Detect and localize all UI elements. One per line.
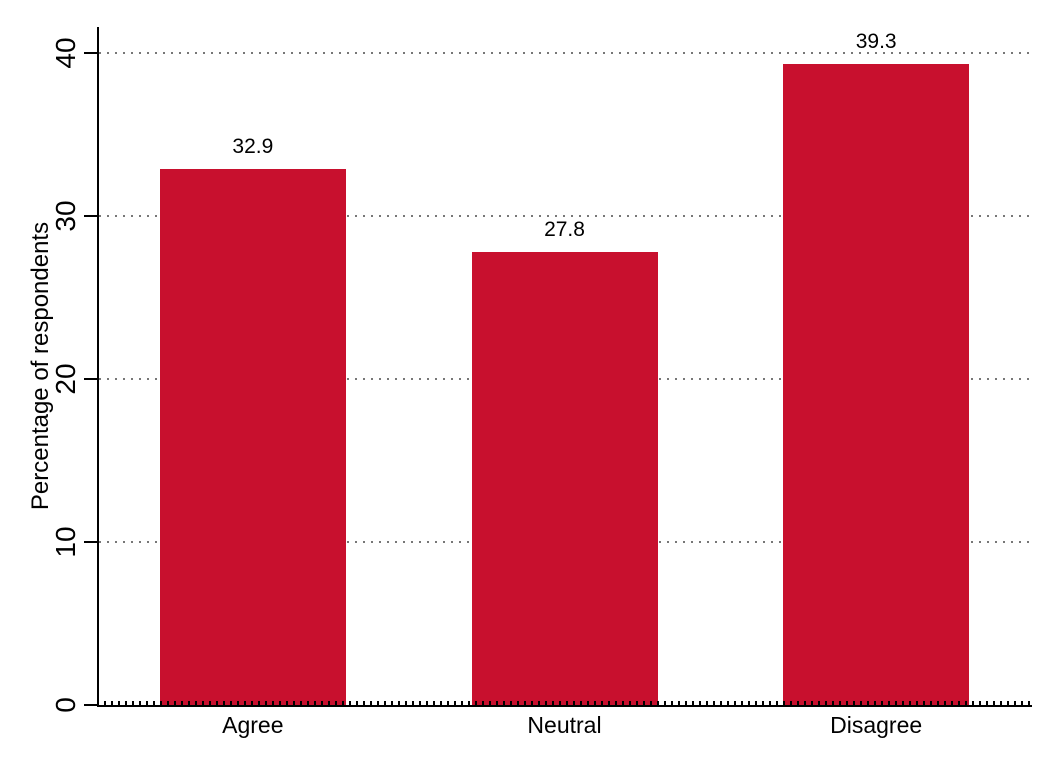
- y-axis-line: [97, 27, 99, 707]
- y-axis-tick: [84, 541, 97, 543]
- y-axis-tick: [84, 704, 97, 706]
- x-axis-minor-ticks: [97, 701, 1032, 705]
- bar-value-label: 39.3: [855, 30, 897, 54]
- y-tick-label: 20: [50, 363, 81, 395]
- y-tick-label: 0: [50, 697, 81, 713]
- y-tick-label: 10: [50, 526, 81, 558]
- gridline: [99, 52, 1030, 54]
- x-category-label: Agree: [222, 712, 284, 738]
- y-axis-tick: [84, 215, 97, 217]
- bar-neutral: [471, 251, 658, 705]
- x-category-label: Disagree: [830, 712, 923, 738]
- y-tick-label: 30: [50, 200, 81, 232]
- y-tick-label: 40: [50, 37, 81, 69]
- bar-value-label: 32.9: [232, 134, 274, 158]
- x-category-label: Neutral: [527, 712, 602, 738]
- y-axis-tick: [84, 52, 97, 54]
- gridline: [99, 215, 1030, 217]
- y-axis-tick: [84, 378, 97, 380]
- x-axis-line: [97, 705, 1032, 707]
- bar-disagree: [783, 64, 970, 705]
- bar-value-label: 27.8: [544, 217, 585, 241]
- bar-agree: [159, 168, 346, 705]
